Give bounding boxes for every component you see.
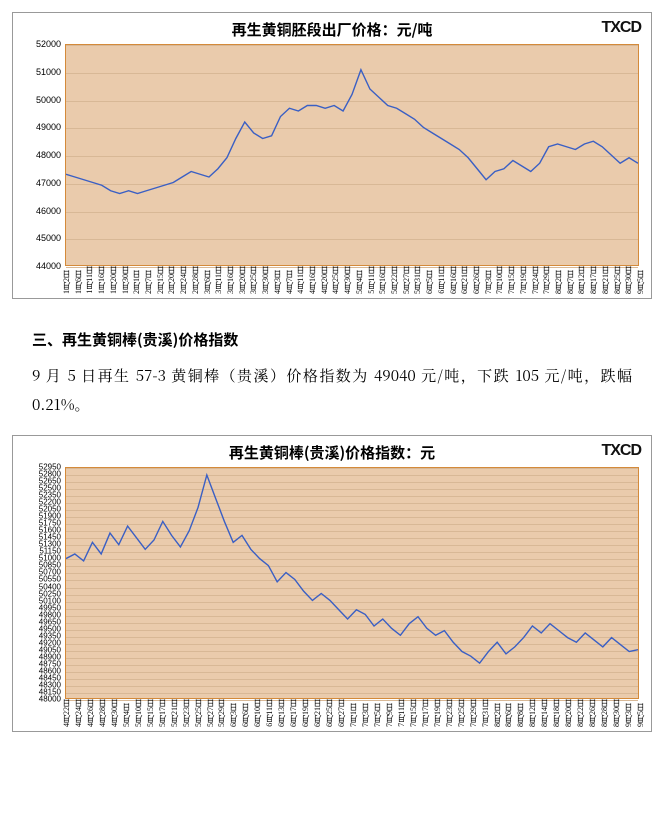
chart2-plot: 4800048150483004845048600487504890049050…: [21, 467, 643, 727]
chart2-title: 再生黄铜棒(贵溪)价格指数：元: [21, 442, 643, 463]
chart1-plot: 4400045000460004700048000490005000051000…: [21, 44, 643, 294]
section-heading: 三、再生黄铜棒(贵溪)价格指数: [32, 329, 632, 350]
section-text: 9 月 5 日再生 57-3 黄铜棒（贵溪）价格指数为 49040 元/吨，下跌…: [32, 362, 632, 419]
chart1-container: 再生黄铜胚段出厂价格：元/吨 TXCD 44000450004600047000…: [12, 12, 652, 299]
logo-txcd: TXCD: [601, 19, 641, 37]
chart1-title: 再生黄铜胚段出厂价格：元/吨: [21, 19, 643, 40]
chart2-container: 再生黄铜棒(贵溪)价格指数：元 TXCD 4800048150483004845…: [12, 435, 652, 732]
logo-txcd: TXCD: [601, 442, 641, 460]
